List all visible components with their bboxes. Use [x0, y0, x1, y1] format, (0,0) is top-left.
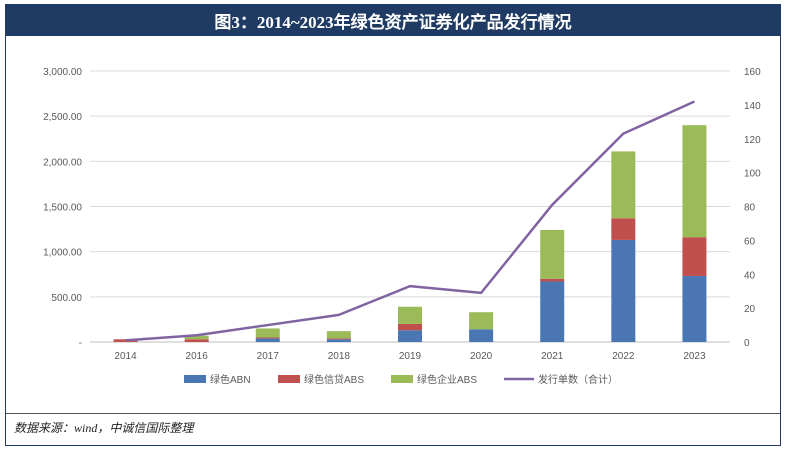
left-tick-label: 1,000.00: [43, 248, 82, 259]
legend-label: 绿色ABN: [210, 373, 251, 386]
legend-swatch: [391, 375, 413, 383]
bar-credit-abs: [326, 338, 351, 340]
legend-swatch: [278, 375, 300, 383]
bar-abn: [611, 239, 636, 342]
x-tick-label: 2016: [186, 351, 209, 362]
bar-corp-abs: [611, 151, 636, 219]
right-tick-label: 60: [744, 236, 756, 247]
right-tick-label: 100: [744, 169, 761, 180]
right-tick-label: 0: [744, 338, 750, 349]
bar-corp-abs: [540, 229, 565, 279]
bar-abn: [398, 330, 422, 342]
source-note: 数据来源：wind，中诚信国际整理: [14, 421, 194, 435]
x-tick-label: 2023: [683, 351, 706, 362]
x-tick-label: 2019: [399, 351, 422, 362]
bar-corp-abs: [255, 328, 280, 338]
right-tick-label: 20: [744, 304, 756, 315]
bar-corp-abs: [326, 331, 351, 339]
legend-label: 绿色信贷ABS: [304, 373, 364, 386]
bar-abn: [540, 281, 565, 342]
bar-credit-abs: [682, 237, 707, 277]
left-tick-label: -: [79, 338, 82, 349]
right-tick-label: 160: [744, 67, 761, 78]
bar-abn: [682, 276, 707, 342]
left-tick-label: 2,500.00: [43, 112, 82, 123]
x-tick-label: 2022: [612, 351, 635, 362]
x-tick-label: 2014: [114, 351, 137, 362]
bar-abn: [326, 339, 351, 342]
bar-corp-abs: [682, 125, 707, 238]
issuance-count-line: [125, 100, 695, 342]
left-tick-label: 3,000.00: [43, 67, 82, 78]
bar-credit-abs: [255, 337, 280, 339]
legend-swatch: [184, 375, 206, 383]
left-tick-label: 500.00: [51, 293, 82, 304]
right-tick-label: 140: [744, 101, 761, 112]
bar-abn: [469, 329, 494, 342]
bar-credit-abs: [540, 278, 565, 282]
left-tick-label: 1,500.00: [43, 203, 82, 214]
x-tick-label: 2020: [470, 351, 493, 362]
bar-corp-abs: [184, 335, 209, 340]
chart-area: - 500.00 1,000.00 1,500.00 2,000.00 2,500.00 3…: [43, 67, 761, 386]
figure-frame: 图3：2014~2023年绿色资产证券化产品发行情况 - 500.00 1,000.…: [5, 4, 781, 446]
figure-title: 图3：2014~2023年绿色资产证券化产品发行情况: [6, 5, 780, 36]
legend-label: 发行单数（合计）: [538, 373, 618, 386]
right-tick-label: 120: [744, 135, 761, 146]
left-tick-label: 2,000.00: [43, 157, 82, 168]
x-tick-label: 2018: [328, 351, 351, 362]
bar-credit-abs: [184, 339, 209, 342]
source-divider: [6, 413, 780, 414]
right-tick-label: 40: [744, 270, 756, 281]
bar-abn: [255, 338, 280, 342]
x-tick-label: 2021: [541, 351, 564, 362]
x-tick-label: 2017: [257, 351, 280, 362]
bar-corp-abs: [398, 306, 422, 324]
bar-credit-abs: [611, 218, 636, 240]
bar-corp-abs: [469, 312, 494, 330]
legend-label: 绿色企业ABS: [417, 373, 477, 386]
bar-credit-abs: [398, 323, 422, 331]
right-tick-label: 80: [744, 203, 756, 214]
bar-credit-abs: [113, 339, 138, 342]
